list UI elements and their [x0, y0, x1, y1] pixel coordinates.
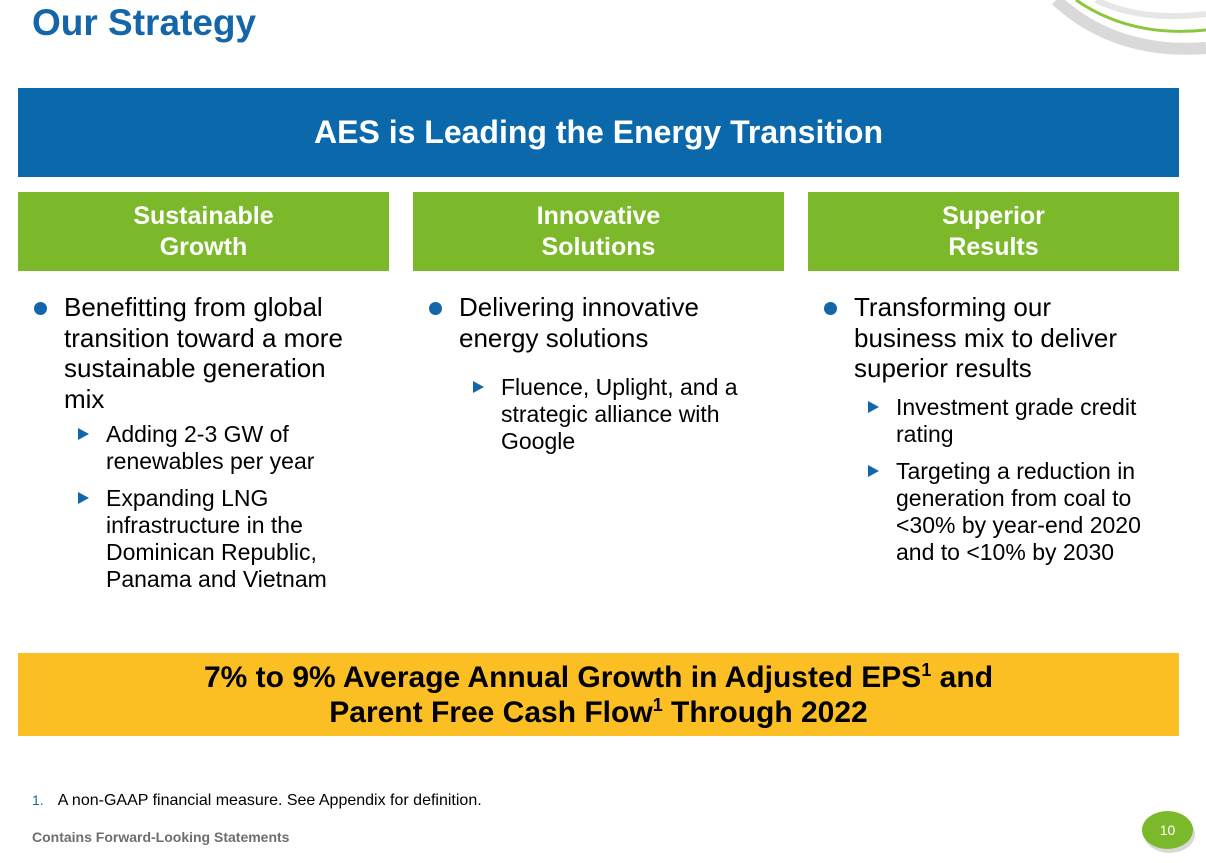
bullet-line: superior results — [854, 353, 1032, 383]
column-header-line: Innovative — [536, 201, 661, 230]
sub-bullet-line: Fluence, Uplight, and a — [501, 374, 738, 400]
sub-bullet-line: Adding 2-3 GW of — [106, 421, 289, 447]
strategy-banner: AES is Leading the Energy Transition — [18, 88, 1179, 177]
triangle-bullet-icon — [473, 381, 484, 393]
bullet-line: Delivering innovative — [459, 292, 699, 322]
callout-line-1: 7% to 9% Average Annual Growth in Adjust… — [204, 660, 993, 695]
bullet-line: transition toward a more — [64, 322, 343, 353]
bullet-dot-icon — [34, 302, 47, 315]
callout-text: 7% to 9% Average Annual Growth in Adjust… — [203, 660, 922, 694]
column-header-line: Solutions — [541, 232, 656, 261]
bullet-dot-icon — [824, 302, 837, 315]
footnote-marker: 1 — [921, 659, 932, 680]
column-body-innovative-solutions: Delivering innovative energy solutions F… — [413, 292, 793, 455]
main-bullet: Delivering innovative energy solutions — [413, 292, 793, 353]
slide-title: Our Strategy — [32, 2, 257, 43]
bullet-line: Transforming our — [854, 292, 1051, 322]
corner-swoosh-decoration — [1051, 0, 1206, 55]
column-header-line: Results — [948, 232, 1039, 261]
sub-bullet-line: generation from coal to — [896, 484, 1132, 511]
callout-line-2: Parent Free Cash Flow1 Through 2022 — [329, 695, 868, 730]
column-header-innovative-solutions: Innovative Solutions — [413, 192, 784, 271]
bullet-line: business mix to deliver — [854, 322, 1117, 353]
sub-bullet: Adding 2-3 GW of renewables per year — [18, 421, 398, 475]
sub-bullet-line: rating — [896, 420, 954, 447]
sub-bullet: Targeting a reduction in generation from… — [808, 458, 1198, 566]
column-header-superior-results: Superior Results — [808, 192, 1179, 271]
sub-bullet-line: Dominican Republic, — [106, 539, 317, 565]
sub-bullet-line: infrastructure in the — [106, 512, 303, 538]
sub-bullet-line: Expanding LNG — [106, 485, 269, 511]
bullet-line: mix — [64, 383, 105, 414]
footnote-number: 1. — [32, 792, 44, 808]
triangle-bullet-icon — [868, 464, 879, 477]
column-header-sustainable-growth: Sustainable Growth — [18, 192, 389, 271]
bullet-line: sustainable generation — [64, 353, 326, 383]
column-header-line: Sustainable — [133, 201, 274, 230]
column-body-superior-results: Transforming our business mix to deliver… — [808, 292, 1198, 566]
page-number-badge: 10 — [1142, 811, 1193, 849]
triangle-bullet-icon — [868, 400, 879, 413]
triangle-bullet-icon — [78, 428, 89, 440]
footnote-marker: 1 — [652, 694, 663, 715]
sub-bullet: Investment grade credit rating — [808, 394, 1198, 448]
bullet-dot-icon — [429, 302, 442, 315]
sub-bullet-line: <30% by year-end 2020 — [896, 511, 1141, 538]
sub-bullet-line: Google — [501, 428, 576, 454]
callout-text: and — [931, 660, 994, 694]
footnote: 1. A non-GAAP financial measure. See Appe… — [32, 792, 482, 810]
bullet-line: Benefitting from global — [64, 292, 323, 322]
footnote-text: A non-GAAP financial measure. See Append… — [57, 792, 482, 809]
column-body-sustainable-growth: Benefitting from global transition towar… — [18, 292, 398, 593]
growth-callout: 7% to 9% Average Annual Growth in Adjust… — [18, 653, 1179, 736]
column-header-line: Superior — [942, 201, 1045, 230]
sub-bullet-line: renewables per year — [106, 448, 315, 474]
sub-bullet: Fluence, Uplight, and a strategic allian… — [413, 374, 793, 455]
triangle-bullet-icon — [78, 492, 89, 504]
sub-bullet-line: Targeting a reduction in — [896, 457, 1136, 484]
bullet-line: energy solutions — [459, 322, 649, 353]
sub-bullet-line: Panama and Vietnam — [106, 566, 327, 592]
main-bullet: Transforming our business mix to deliver… — [808, 292, 1198, 384]
callout-text: Parent Free Cash Flow — [329, 695, 653, 729]
main-bullet: Benefitting from global transition towar… — [18, 292, 398, 414]
forward-looking-statement: Contains Forward-Looking Statements — [32, 829, 290, 845]
sub-bullet-line: and to <10% by 2030 — [896, 538, 1115, 565]
sub-bullet-line: strategic alliance with — [501, 401, 720, 427]
sub-bullet-line: Investment grade credit — [896, 393, 1137, 420]
sub-bullet: Expanding LNG infrastructure in the Domi… — [18, 485, 398, 593]
column-header-line: Growth — [159, 232, 248, 261]
callout-text: Through 2022 — [662, 695, 868, 729]
